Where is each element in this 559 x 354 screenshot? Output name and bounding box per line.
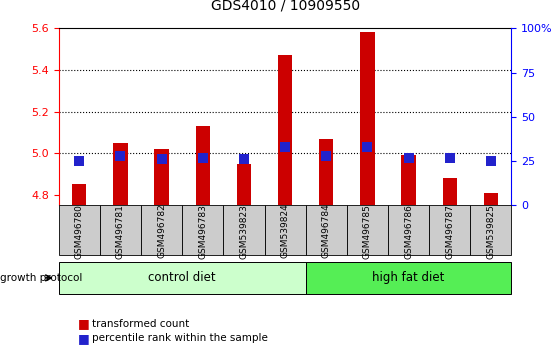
Bar xyxy=(224,205,264,255)
Point xyxy=(198,155,207,160)
Text: ■: ■ xyxy=(78,318,90,330)
Bar xyxy=(264,205,306,255)
Point xyxy=(75,158,84,164)
Text: GSM496787: GSM496787 xyxy=(445,204,454,258)
Bar xyxy=(306,205,347,255)
Bar xyxy=(59,262,306,294)
Bar xyxy=(484,193,498,205)
Point xyxy=(404,155,413,160)
Point xyxy=(157,156,166,162)
Point xyxy=(363,144,372,150)
Text: high fat diet: high fat diet xyxy=(372,272,445,284)
Bar xyxy=(278,55,292,205)
Point xyxy=(281,144,290,150)
Bar xyxy=(306,262,511,294)
Text: GSM539824: GSM539824 xyxy=(281,204,290,258)
Text: control diet: control diet xyxy=(148,272,216,284)
Text: transformed count: transformed count xyxy=(92,319,190,329)
Bar xyxy=(141,205,182,255)
Text: ■: ■ xyxy=(78,332,90,344)
Bar xyxy=(100,205,141,255)
Text: GSM496783: GSM496783 xyxy=(198,204,207,258)
Text: GSM539825: GSM539825 xyxy=(486,204,495,258)
Point xyxy=(116,153,125,159)
Bar xyxy=(401,155,416,205)
Text: GSM496782: GSM496782 xyxy=(157,204,166,258)
Text: GSM539823: GSM539823 xyxy=(239,204,248,258)
Bar xyxy=(347,205,388,255)
Bar xyxy=(182,205,224,255)
Bar xyxy=(236,164,251,205)
Bar xyxy=(196,126,210,205)
Text: GSM496780: GSM496780 xyxy=(75,204,84,258)
Bar xyxy=(319,139,334,205)
Point xyxy=(446,155,454,160)
Point xyxy=(239,156,248,162)
Text: GDS4010 / 10909550: GDS4010 / 10909550 xyxy=(211,0,359,12)
Bar xyxy=(360,33,375,205)
Point xyxy=(322,153,331,159)
Point xyxy=(486,158,495,164)
Bar xyxy=(59,205,100,255)
Text: growth protocol: growth protocol xyxy=(0,273,82,283)
Bar xyxy=(154,149,169,205)
Bar xyxy=(470,205,511,255)
Bar xyxy=(388,205,429,255)
Text: GSM496784: GSM496784 xyxy=(322,204,331,258)
Bar xyxy=(443,178,457,205)
Bar xyxy=(113,143,127,205)
Text: GSM496786: GSM496786 xyxy=(404,204,413,258)
Text: GSM496781: GSM496781 xyxy=(116,204,125,258)
Text: GSM496785: GSM496785 xyxy=(363,204,372,258)
Bar xyxy=(72,184,87,205)
Text: percentile rank within the sample: percentile rank within the sample xyxy=(92,333,268,343)
Bar xyxy=(429,205,470,255)
